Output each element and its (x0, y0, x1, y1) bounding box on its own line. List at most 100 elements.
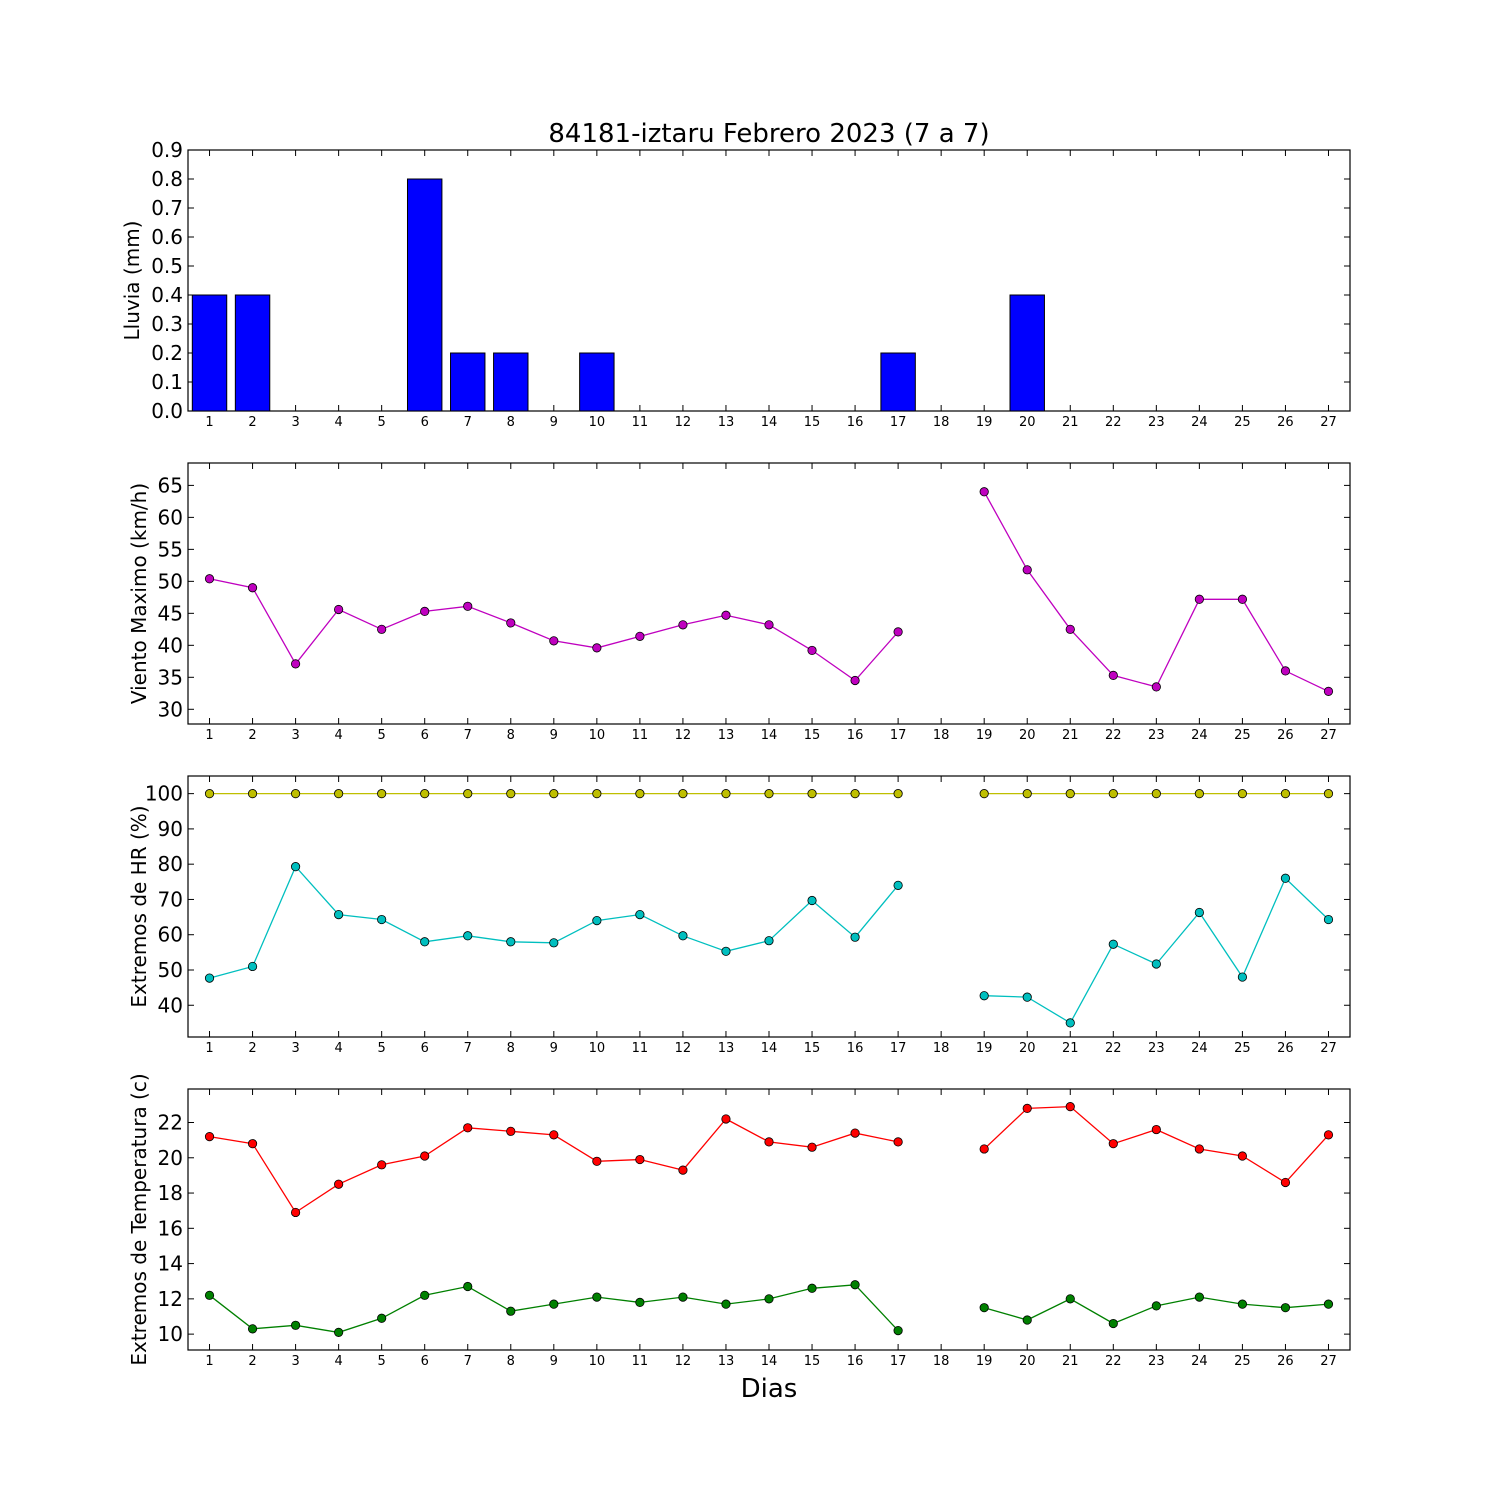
panels: 0.00.10.20.30.40.50.60.70.80.91 2 3 4 5 6 7 8 9 1… (120, 138, 1351, 1369)
series-1-point-day-8 (506, 789, 516, 799)
series-1-point-day-21 (1065, 624, 1075, 634)
x-tick-label: 5 (378, 415, 386, 430)
series-1-point-day-19 (979, 487, 989, 497)
bar-day-17 (880, 352, 916, 412)
y-tick-label: 14 (158, 1252, 183, 1276)
x-tick-label: 13 (718, 728, 735, 743)
y-tick-label: 60 (158, 505, 183, 529)
series-1-point-day-15 (807, 789, 817, 799)
x-tick-label: 7 (464, 415, 472, 430)
x-tick-label: 17 (890, 415, 907, 430)
series-1-point-day-25 (1237, 789, 1248, 799)
series-1-point-day-1 (204, 789, 215, 799)
x-tick-label: 6 (421, 728, 429, 743)
series-1-point-day-4 (334, 1179, 344, 1189)
bar-day-6 (406, 178, 443, 412)
series-1-point-day-25 (1237, 594, 1248, 604)
x-tick-label: 26 (1277, 1041, 1294, 1056)
series-2-point-day-12 (678, 931, 688, 941)
series-2-point-day-1 (204, 973, 215, 983)
x-tick-label: 26 (1277, 728, 1294, 743)
y-tick-label: 12 (158, 1287, 183, 1311)
series-2-point-day-7 (463, 931, 473, 941)
series-2-point-day-21 (1065, 1294, 1075, 1304)
x-tick-label: 10 (589, 728, 606, 743)
y-axis-label: Extremos de HR (%) (127, 805, 151, 1007)
x-tick-label: 24 (1191, 1041, 1208, 1056)
x-tick-label: 19 (976, 1041, 993, 1056)
x-tick-label: 16 (847, 1354, 864, 1369)
x-tick-label: 4 (334, 415, 342, 430)
y-tick-label: 0.2 (151, 341, 183, 365)
x-tick-label: 9 (550, 728, 558, 743)
series-1-point-day-8 (506, 618, 516, 628)
x-tick-label: 11 (632, 728, 649, 743)
x-tick-label: 1 (205, 1354, 213, 1369)
bar-day-10 (579, 352, 615, 412)
series-2-point-day-1 (204, 1290, 215, 1300)
series-2-point-day-4 (334, 910, 344, 920)
series-1-point-day-12 (678, 789, 688, 799)
series-2-point-day-26 (1280, 873, 1291, 883)
series-2-point-day-3 (290, 1320, 301, 1330)
x-tick-label: 6 (421, 1041, 429, 1056)
series-1-point-day-2 (247, 583, 258, 593)
x-tick-label: 25 (1234, 1354, 1251, 1369)
series-2-point-day-2 (247, 1324, 258, 1334)
series-1-point-day-17 (893, 789, 903, 799)
x-tick-label: 23 (1148, 1354, 1165, 1369)
series-1-point-day-11 (635, 789, 645, 799)
series-1-point-day-1 (204, 574, 215, 584)
x-tick-label: 21 (1062, 415, 1079, 430)
series-1-point-day-24 (1194, 1144, 1204, 1154)
x-tick-label: 3 (291, 1041, 299, 1056)
series-1-point-day-14 (764, 789, 774, 799)
series-2-point-day-27 (1323, 914, 1334, 925)
x-tick-label: 21 (1062, 1041, 1079, 1056)
x-tick-label: 18 (933, 415, 950, 430)
series-2-point-day-13 (721, 1299, 731, 1309)
x-tick-label: 14 (761, 415, 778, 430)
series-2-point-day-25 (1237, 1299, 1248, 1309)
series-1-point-day-9 (549, 1130, 559, 1140)
x-tick-label: 6 (421, 415, 429, 430)
y-tick-label: 30 (158, 697, 183, 721)
series-1-point-day-12 (678, 620, 688, 630)
x-tick-label: 25 (1234, 1041, 1251, 1056)
x-tick-label: 19 (976, 1354, 993, 1369)
x-tick-label: 21 (1062, 1354, 1079, 1369)
series-2-point-day-23 (1151, 1301, 1161, 1311)
x-tick-label: 18 (933, 1354, 950, 1369)
x-tick-label: 10 (589, 1041, 606, 1056)
y-tick-label: 0.7 (151, 196, 183, 220)
series-1-point-day-24 (1194, 594, 1204, 604)
series-1-point-day-20 (1022, 565, 1032, 575)
x-tick-label: 9 (550, 1354, 558, 1369)
series-1-point-day-27 (1323, 1130, 1334, 1140)
series-1-point-day-11 (635, 1154, 645, 1165)
series-2-point-day-15 (807, 1283, 817, 1293)
x-tick-label: 7 (464, 728, 472, 743)
x-tick-label: 11 (632, 1041, 649, 1056)
series-1-point-day-13 (721, 610, 731, 620)
x-tick-label: 5 (378, 1354, 386, 1369)
y-tick-label: 10 (158, 1322, 183, 1346)
series-1-point-day-6 (420, 606, 430, 617)
y-tick-label: 50 (158, 958, 183, 982)
x-tick-label: 20 (1019, 1041, 1036, 1056)
series-1-point-day-3 (290, 1207, 301, 1218)
series-2-point-day-5 (377, 914, 387, 925)
series-2-point-day-7 (463, 1281, 473, 1292)
series-2-point-day-13 (721, 946, 731, 956)
series-2-point-day-12 (678, 1292, 688, 1302)
series-2-point-day-6 (420, 937, 430, 947)
x-tick-label: 27 (1320, 1041, 1337, 1056)
x-tick-label: 4 (334, 1041, 342, 1056)
series-2-point-day-22 (1108, 1318, 1118, 1329)
x-tick-label: 3 (291, 415, 299, 430)
x-tick-label: 27 (1320, 728, 1337, 743)
series-1-point-day-6 (420, 1151, 430, 1161)
x-tick-label: 7 (464, 1041, 472, 1056)
